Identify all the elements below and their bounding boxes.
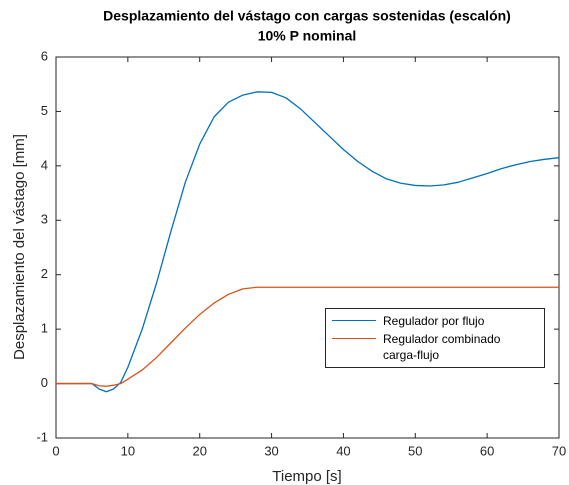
- legend-swatch: [332, 320, 376, 321]
- chart-title: Desplazamiento del vástago con cargas so…: [103, 8, 511, 24]
- chart-subtitle: 10% P nominal: [258, 28, 357, 44]
- y-axis-label: Desplazamiento del vástago [mm]: [11, 134, 28, 360]
- x-tick-label: 0: [52, 443, 59, 458]
- y-tick-label: 0: [41, 375, 48, 390]
- legend-entry: Regulador por flujo: [326, 312, 544, 330]
- series-line: [56, 91, 560, 393]
- x-tick-label: 50: [408, 443, 422, 458]
- y-tick-label: 6: [41, 48, 48, 63]
- x-tick-label: 10: [121, 443, 135, 458]
- x-tick-label: 40: [336, 443, 350, 458]
- legend-entry: Regulador combinado carga-flujo: [326, 330, 544, 364]
- y-tick-label: 5: [41, 103, 48, 118]
- legend-swatch: [332, 338, 376, 339]
- y-tick-label: 3: [41, 212, 48, 227]
- y-tick-label: 4: [41, 157, 48, 172]
- legend: Regulador por flujo Regulador combinado c…: [325, 308, 545, 368]
- x-tick-label: 20: [192, 443, 206, 458]
- legend-label: Regulador combinado carga-flujo: [383, 332, 501, 362]
- x-tick-label: 60: [480, 443, 494, 458]
- x-tick-label: 70: [552, 443, 566, 458]
- x-axis-label: Tiempo [s]: [272, 468, 341, 485]
- legend-label: Regulador por flujo: [383, 314, 485, 328]
- y-tick-label: 1: [41, 321, 48, 336]
- plot-frame: [55, 56, 560, 439]
- series-line: [56, 286, 559, 387]
- y-tick-label: -1: [36, 429, 48, 444]
- x-tick-label: 30: [264, 443, 278, 458]
- y-tick-label: 2: [41, 266, 48, 281]
